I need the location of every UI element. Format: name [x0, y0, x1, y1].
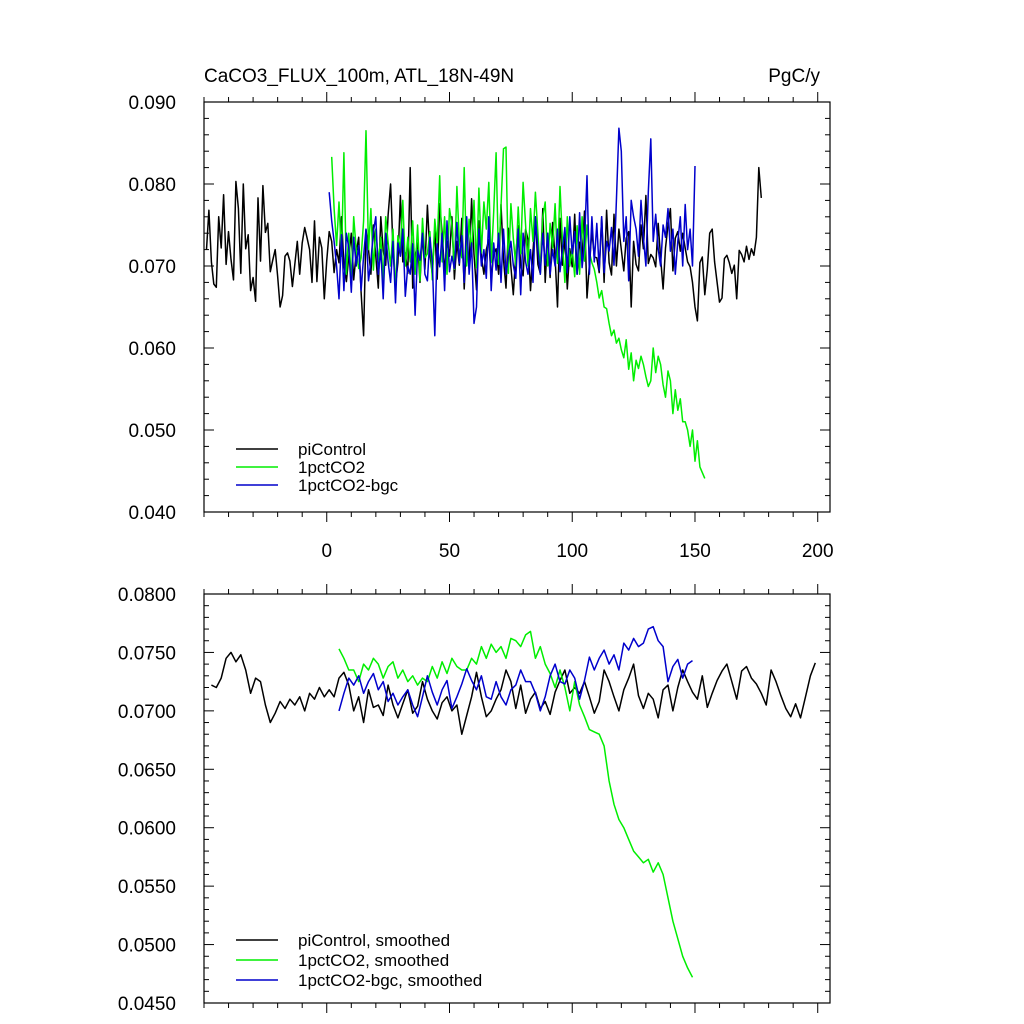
top-series-line-2 — [328, 127, 696, 337]
top-legend-label-2: 1pctCO2-bgc — [298, 476, 399, 495]
top-ytick-label: 0.040 — [128, 503, 176, 524]
bottom-ytick-label: 0.0800 — [118, 585, 176, 606]
top-xtick-label: 0 — [321, 541, 332, 562]
top-legend-label-1: 1pctCO2 — [298, 458, 365, 477]
bottom-ytick-label: 0.0650 — [118, 760, 176, 781]
bottom-ytick-label: 0.0750 — [118, 643, 176, 664]
chart-title-right: PgC/y — [768, 66, 820, 87]
bottom-ytick-label: 0.0700 — [118, 702, 176, 723]
top-xtick-label: 50 — [439, 541, 460, 562]
chart-panel-top: CaCO3_FLUX_100m, ATL_18N-49N PgC/y 0.040… — [128, 66, 833, 562]
bottom-legend-label-2: 1pctCO2-bgc, smoothed — [298, 971, 482, 990]
chart-title-left: CaCO3_FLUX_100m, ATL_18N-49N — [204, 66, 514, 87]
bottom-plot-frame — [203, 593, 831, 1004]
top-ytick-label: 0.070 — [128, 257, 176, 278]
top-ytick-label: 0.060 — [128, 339, 176, 360]
bottom-ytick-label: 0.0600 — [118, 819, 176, 840]
bottom-series-line-0 — [211, 651, 817, 735]
bottom-series-line-1 — [338, 630, 694, 978]
bottom-ytick-label: 0.0500 — [118, 936, 176, 957]
top-xtick-label: 200 — [802, 541, 834, 562]
bottom-series-line-2 — [338, 625, 693, 718]
top-ytick-label: 0.090 — [128, 93, 176, 114]
bottom-legend-label-0: piControl, smoothed — [298, 931, 450, 950]
chart-panel-bottom: 0.0450 0.0500 0.0550 0.0600 0.0650 0.0700 0.07… — [118, 584, 831, 1015]
bottom-ytick-label: 0.0450 — [118, 994, 176, 1015]
top-xtick-label: 100 — [556, 541, 588, 562]
bottom-ytick-label: 0.0550 — [118, 877, 176, 898]
top-legend-label-0: piControl — [298, 440, 366, 459]
top-plot-frame — [203, 101, 831, 513]
bottom-legend-label-1: 1pctCO2, smoothed — [298, 951, 449, 970]
top-ytick-label: 0.080 — [128, 175, 176, 196]
top-xtick-label: 150 — [679, 541, 711, 562]
top-ytick-label: 0.050 — [128, 421, 176, 442]
